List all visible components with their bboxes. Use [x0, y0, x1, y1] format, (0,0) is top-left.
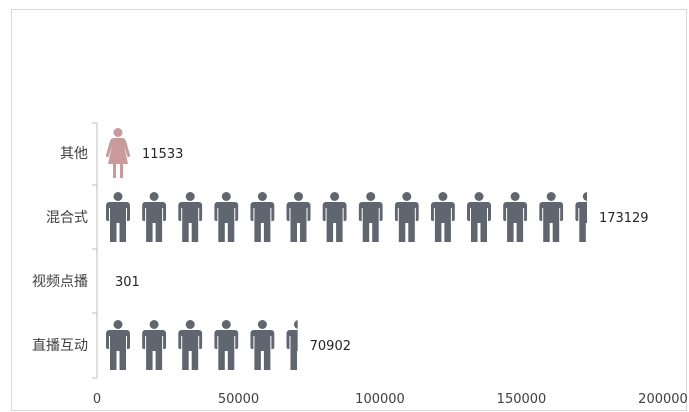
category-label: 混合式	[46, 210, 88, 226]
chart-frame	[11, 9, 687, 411]
data-label: 301	[115, 275, 140, 290]
male-person-icon	[575, 192, 587, 242]
labels-group: 0 50000 100000 150000 200000 直播互动 70902 视频点播 301…	[32, 146, 688, 407]
male-person-icon	[467, 192, 491, 242]
x-tick-label: 0	[93, 392, 101, 407]
category-label: 其他	[60, 146, 88, 162]
bar-0	[106, 320, 298, 370]
male-person-icon	[539, 192, 564, 242]
category-label: 直播互动	[32, 337, 88, 354]
male-person-icon	[430, 192, 455, 242]
data-label: 173129	[599, 211, 649, 226]
male-person-icon	[503, 192, 528, 242]
male-person-icon	[142, 192, 167, 242]
male-person-icon	[286, 320, 298, 370]
data-label: 70902	[310, 339, 351, 354]
male-person-icon	[106, 320, 130, 370]
male-person-icon	[250, 320, 275, 370]
male-person-icon	[394, 192, 419, 242]
male-person-icon	[178, 320, 203, 370]
male-person-icon	[214, 192, 239, 242]
x-tick-label: 200000	[638, 392, 688, 407]
data-label: 11533	[142, 147, 183, 162]
category-label: 视频点播	[32, 274, 88, 290]
male-person-icon	[106, 192, 130, 242]
bar-3	[106, 128, 130, 178]
x-tick-label: 100000	[355, 392, 405, 407]
bars-group	[106, 128, 587, 370]
male-person-icon	[250, 192, 275, 242]
x-tick-label: 50000	[218, 392, 259, 407]
x-tick-label: 150000	[497, 392, 547, 407]
bar-2	[106, 192, 587, 242]
axes	[92, 122, 98, 379]
male-person-icon	[178, 192, 203, 242]
male-person-icon	[286, 192, 311, 242]
male-person-icon	[358, 192, 383, 242]
male-person-icon	[214, 320, 239, 370]
female-person-icon	[106, 128, 130, 178]
male-person-icon	[322, 192, 347, 242]
male-person-icon	[142, 320, 167, 370]
